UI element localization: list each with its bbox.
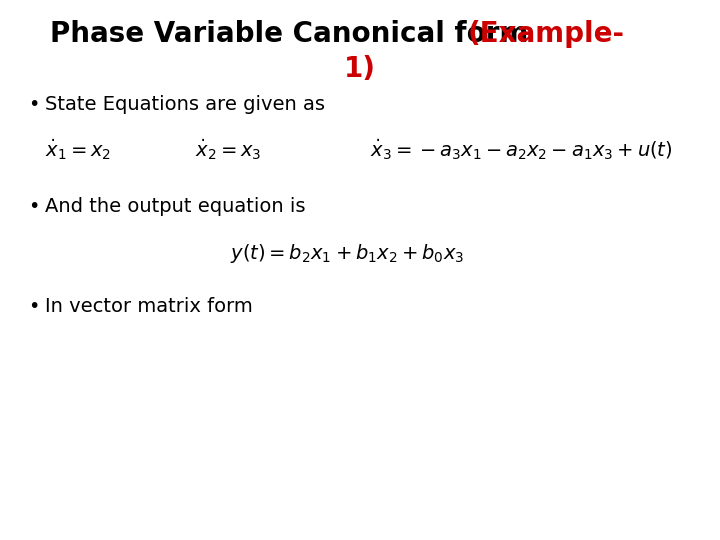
- Text: $y(t) = b_2x_1 + b_1x_2 + b_0x_3$: $y(t) = b_2x_1 + b_1x_2 + b_0x_3$: [230, 242, 464, 265]
- Text: And the output equation is: And the output equation is: [45, 197, 305, 216]
- Text: In vector matrix form: In vector matrix form: [45, 297, 253, 316]
- Text: $\dot{x}_3 = -a_3x_1 - a_2x_2 - a_1x_3 + u(t)$: $\dot{x}_3 = -a_3x_1 - a_2x_2 - a_1x_3 +…: [370, 137, 672, 162]
- Text: •: •: [28, 197, 40, 216]
- Text: Phase Variable Canonical form: Phase Variable Canonical form: [50, 20, 538, 48]
- Text: 1): 1): [344, 55, 376, 83]
- Text: •: •: [28, 95, 40, 114]
- Text: $\dot{x}_2 = x_3$: $\dot{x}_2 = x_3$: [195, 137, 261, 162]
- Text: $\dot{x}_1 = x_2$: $\dot{x}_1 = x_2$: [45, 137, 111, 162]
- Text: •: •: [28, 297, 40, 316]
- Text: (Example-: (Example-: [468, 20, 625, 48]
- Text: State Equations are given as: State Equations are given as: [45, 95, 325, 114]
